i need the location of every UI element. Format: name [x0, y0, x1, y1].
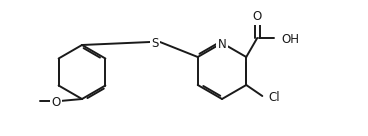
Text: OH: OH: [281, 33, 299, 46]
Text: O: O: [52, 96, 61, 109]
Text: S: S: [151, 37, 159, 50]
Text: N: N: [217, 38, 226, 51]
Text: Cl: Cl: [268, 91, 280, 104]
Text: O: O: [252, 10, 262, 23]
